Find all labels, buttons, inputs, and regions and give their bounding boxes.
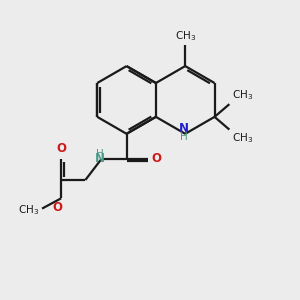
- Text: CH$_3$: CH$_3$: [18, 203, 39, 217]
- Text: H: H: [96, 148, 104, 158]
- Text: CH$_3$: CH$_3$: [232, 131, 253, 145]
- Text: H: H: [180, 132, 188, 142]
- Text: O: O: [57, 142, 67, 155]
- Text: N: N: [179, 122, 189, 135]
- Text: CH$_3$: CH$_3$: [175, 29, 196, 43]
- Text: O: O: [53, 201, 63, 214]
- Text: CH$_3$: CH$_3$: [232, 88, 253, 102]
- Text: N: N: [95, 152, 105, 165]
- Text: O: O: [151, 152, 161, 165]
